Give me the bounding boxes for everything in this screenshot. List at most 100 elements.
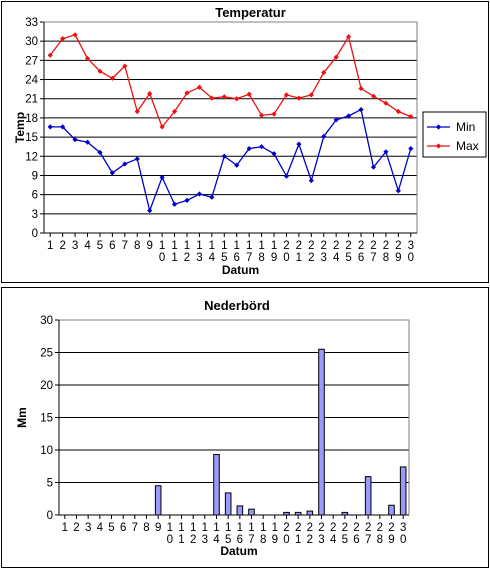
x-tick-label: 6 — [120, 522, 126, 534]
y-tick-label: 18 — [25, 113, 38, 125]
legend-box — [422, 111, 487, 158]
bar — [306, 510, 314, 516]
x-tick-label: 2 — [73, 522, 79, 534]
bar — [294, 511, 302, 516]
bar — [154, 485, 162, 516]
y-tick-label: 5 — [47, 478, 53, 490]
data-point-max — [171, 108, 178, 115]
data-point-max — [234, 96, 240, 102]
y-tick-label: 9 — [32, 170, 38, 182]
data-point-max — [395, 108, 401, 115]
data-point-min — [296, 141, 302, 147]
data-point-max — [72, 32, 78, 38]
data-point-min — [159, 174, 165, 180]
data-point-max — [258, 112, 265, 118]
bar — [341, 511, 349, 516]
data-point-max — [97, 68, 103, 74]
x-tick-label: 9 — [155, 522, 161, 534]
data-point-max — [184, 90, 190, 96]
x-tick-label: 9 — [146, 240, 152, 252]
x-tick-label: 7 — [132, 522, 138, 534]
bar — [283, 511, 290, 516]
bar — [224, 492, 232, 516]
y-tick-label: 0 — [47, 510, 53, 522]
data-point-min — [209, 194, 215, 200]
data-point-min — [271, 151, 277, 157]
y-tick-label: 15 — [25, 132, 38, 144]
y-axis-title: Mm — [15, 407, 29, 428]
data-point-min — [134, 156, 140, 162]
data-point-max — [209, 95, 215, 101]
data-point-max — [296, 95, 302, 101]
bar — [318, 348, 325, 516]
data-point-min — [147, 208, 153, 214]
x-tick-label: 4 — [84, 240, 91, 252]
bar — [248, 508, 255, 516]
x-tick-label: 3 — [72, 240, 78, 252]
data-point-max — [283, 92, 290, 98]
legend-label-max: Max — [456, 139, 479, 153]
y-tick-label: 25 — [40, 348, 53, 360]
data-point-min — [221, 153, 227, 159]
data-point-min — [171, 201, 178, 207]
x-tick-label: 1 — [47, 240, 53, 252]
x-tick-label: 6 — [109, 240, 115, 252]
bar — [364, 476, 372, 516]
y-tick-label: 10 — [40, 445, 53, 457]
data-point-max — [358, 85, 364, 92]
data-point-min — [97, 149, 103, 156]
y-tick-label: 24 — [25, 75, 38, 87]
data-point-min — [321, 133, 327, 140]
data-point-min — [358, 106, 364, 113]
data-point-min — [395, 188, 401, 194]
x-tick-label: 3 — [85, 522, 91, 534]
y-tick-label: 30 — [40, 315, 53, 327]
chart-title: Nederbörd — [204, 298, 270, 313]
x-axis-title: Datum — [220, 544, 257, 558]
data-point-min — [246, 146, 252, 152]
data-point-min — [109, 170, 115, 176]
y-tick-label: 21 — [25, 94, 38, 106]
data-point-min — [184, 197, 190, 203]
data-point-max — [321, 69, 327, 76]
x-tick-label: 2 — [59, 240, 65, 252]
data-point-min — [408, 146, 414, 152]
bar — [388, 504, 395, 516]
data-point-min — [196, 191, 203, 197]
series-line-max — [49, 34, 412, 129]
data-point-max — [383, 100, 389, 106]
data-point-max — [60, 36, 66, 42]
temperature-chart-panel: Temperatur 0 3 6 9 12 15 18 21 24 27 30 33 1 2 3 4 5 6 7 8 9 1… — [1, 1, 489, 283]
data-point-max — [196, 84, 203, 90]
data-point-max — [246, 91, 252, 97]
data-point-min — [72, 137, 78, 143]
legend-marker-min — [435, 124, 442, 130]
data-point-max — [333, 54, 339, 60]
x-tick-label: 5 — [97, 240, 103, 252]
data-point-max — [346, 34, 352, 40]
